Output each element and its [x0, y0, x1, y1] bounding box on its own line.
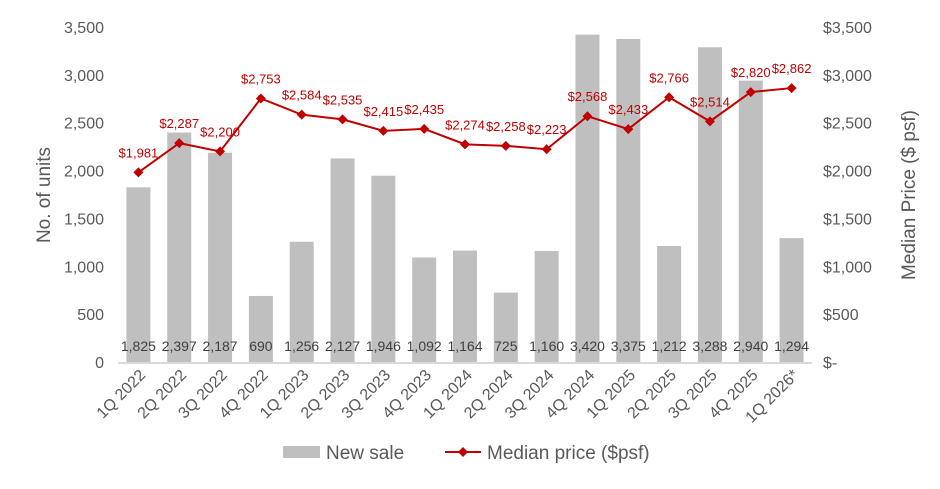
bar-2Q-2024 — [493, 292, 518, 362]
price-data-label: $2,820 — [731, 65, 771, 80]
price-data-label: $2,274 — [445, 117, 485, 132]
bar-4Q-2025 — [738, 80, 763, 362]
bar-2Q-2022 — [167, 132, 192, 362]
y2-tick-label: $1,000 — [823, 259, 872, 276]
bar-data-label: 725 — [494, 338, 518, 354]
y-tick-label: 3,000 — [64, 68, 104, 85]
bar-data-label: 2,187 — [203, 338, 238, 354]
bar-1Q-2026- — [779, 238, 804, 362]
y-tick-label: 0 — [95, 355, 104, 372]
price-data-label: $2,433 — [608, 102, 648, 117]
median-price-marker — [582, 111, 593, 122]
median-price-marker — [378, 125, 389, 136]
price-data-label: $2,223 — [527, 122, 567, 137]
median-price-marker — [500, 140, 511, 151]
price-data-label: $2,584 — [282, 88, 322, 103]
legend-swatch-new-sale — [283, 446, 320, 458]
y-tick-label: 500 — [77, 307, 104, 324]
price-data-label: $2,287 — [159, 116, 199, 131]
bar-data-label: 2,127 — [325, 338, 360, 354]
legend-label-new-sale: New sale — [326, 443, 404, 464]
bar-4Q-2022 — [248, 295, 273, 362]
bar-data-label: 1,164 — [447, 338, 482, 354]
bar-3Q-2022 — [208, 152, 233, 362]
price-data-label: $2,258 — [486, 119, 526, 134]
median-price-marker — [296, 109, 307, 120]
bar-1Q-2025 — [616, 38, 641, 362]
bar-data-label: 3,420 — [570, 338, 605, 354]
bar-data-label: 1,294 — [774, 338, 809, 354]
bar-data-label: 1,946 — [366, 338, 401, 354]
median-price-marker — [133, 167, 144, 178]
legend-marker-median-price — [458, 447, 468, 457]
price-data-label: $2,862 — [772, 61, 812, 76]
y-tick-label: 2,000 — [64, 164, 104, 181]
bar-data-label: 690 — [249, 338, 273, 354]
price-data-label: $2,766 — [649, 70, 689, 85]
bar-3Q-2025 — [697, 47, 722, 362]
price-data-label: $1,981 — [119, 145, 159, 160]
y-tick-label: 1,000 — [64, 259, 104, 276]
bar-1Q-2023 — [289, 241, 314, 362]
price-data-label: $2,753 — [241, 71, 281, 86]
median-price-marker — [745, 87, 756, 98]
price-data-label: $2,514 — [690, 94, 730, 109]
bar-3Q-2023 — [371, 175, 396, 362]
y-axis-title: No. of units — [34, 147, 55, 243]
median-price-marker — [541, 144, 552, 155]
bar-2Q-2023 — [330, 158, 355, 362]
median-price-marker — [460, 139, 470, 150]
bar-data-label: 1,092 — [407, 338, 442, 354]
y2-tick-label: $500 — [823, 307, 859, 324]
y2-tick-label: $3,500 — [823, 20, 872, 37]
median-price-marker — [664, 92, 675, 103]
price-data-label: $2,435 — [404, 102, 444, 117]
legend-label-median-price: Median price ($psf) — [487, 443, 650, 464]
bar-4Q-2024 — [575, 34, 600, 363]
median-price-marker — [704, 116, 715, 127]
bar-data-label: 1,825 — [121, 338, 156, 354]
y2-tick-label: $1,500 — [823, 211, 872, 228]
median-price-marker — [419, 123, 430, 134]
median-price-marker — [174, 138, 185, 149]
y2-axis-title: Median Price ($ psf) — [899, 110, 920, 280]
bar-2Q-2025 — [657, 245, 682, 362]
bar-data-label: 1,160 — [529, 338, 564, 354]
price-data-label: $2,535 — [323, 92, 363, 107]
bar-data-label: 1,212 — [652, 338, 687, 354]
bar-3Q-2024 — [534, 250, 559, 362]
y-tick-label: 1,500 — [64, 211, 104, 228]
y2-tick-label: $2,500 — [823, 116, 872, 133]
bar-data-label: 3,288 — [692, 338, 727, 354]
median-price-marker — [255, 93, 266, 104]
median-price-marker — [786, 83, 797, 94]
price-data-label: $2,200 — [200, 124, 240, 139]
median-price-marker — [623, 124, 634, 135]
y-tick-label: 3,500 — [64, 20, 104, 37]
bar-data-label: 2,397 — [162, 338, 197, 354]
bar-data-label: 1,256 — [284, 338, 319, 354]
bar-4Q-2023 — [412, 257, 437, 362]
price-data-label: $2,568 — [568, 89, 608, 104]
bar-1Q-2024 — [453, 250, 477, 362]
y2-tick-label: $3,000 — [823, 68, 872, 85]
median-price-marker — [215, 146, 226, 157]
median-price-marker — [337, 114, 348, 125]
bar-data-label: 3,375 — [611, 338, 646, 354]
y2-tick-label: $- — [823, 355, 837, 372]
bar-1Q-2022 — [126, 187, 151, 362]
bar-data-label: 2,940 — [733, 338, 768, 354]
y-tick-label: 2,500 — [64, 116, 104, 133]
price-data-label: $2,415 — [363, 104, 403, 119]
y2-tick-label: $2,000 — [823, 164, 872, 181]
